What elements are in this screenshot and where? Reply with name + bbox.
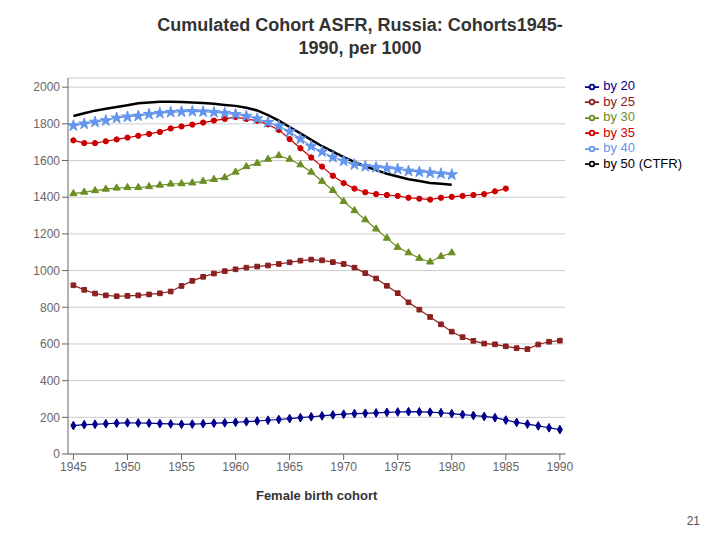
svg-text:1945: 1945 (60, 460, 87, 474)
svg-text:1975: 1975 (384, 460, 411, 474)
html-text:1990, per 1000: 1990, per 1000 (298, 38, 422, 58)
svg-text:1400: 1400 (33, 190, 60, 204)
svg-text:1200: 1200 (33, 227, 60, 241)
svg-text:1950: 1950 (114, 460, 141, 474)
html-text:by 50 (CTFR): by 50 (CTFR) (603, 155, 682, 171)
svg-text:1960: 1960 (222, 460, 249, 474)
svg-text:1965: 1965 (276, 460, 303, 474)
html-text:by 30: by 30 (603, 109, 636, 125)
svg-text:400: 400 (40, 374, 60, 388)
html-text:by 25: by 25 (603, 93, 636, 109)
html-text:21: 21 (686, 514, 700, 528)
svg-text:200: 200 (40, 411, 60, 425)
svg-text:1970: 1970 (330, 460, 357, 474)
svg-text:1990: 1990 (547, 460, 574, 474)
svg-text:600: 600 (40, 337, 60, 351)
svg-text:1955: 1955 (168, 460, 195, 474)
html-text:Cumulated Cohort ASFR, Russia:: Cumulated Cohort ASFR, Russia: Cohorts19… (157, 15, 563, 35)
svg-text:1000: 1000 (33, 264, 60, 278)
svg-text:800: 800 (40, 301, 60, 315)
svg-text:0: 0 (53, 447, 60, 461)
svg-text:1600: 1600 (33, 154, 60, 168)
svg-text:1800: 1800 (33, 117, 60, 131)
svg-text:Female birth cohort: Female birth cohort (256, 488, 378, 503)
svg-text:1980: 1980 (438, 460, 465, 474)
html-text:by 20: by 20 (603, 78, 636, 93)
html-text:by 40: by 40 (603, 140, 636, 156)
svg-text:2000: 2000 (33, 80, 60, 94)
svg-text:1985: 1985 (492, 460, 519, 474)
html-text:by 35: by 35 (603, 124, 636, 140)
